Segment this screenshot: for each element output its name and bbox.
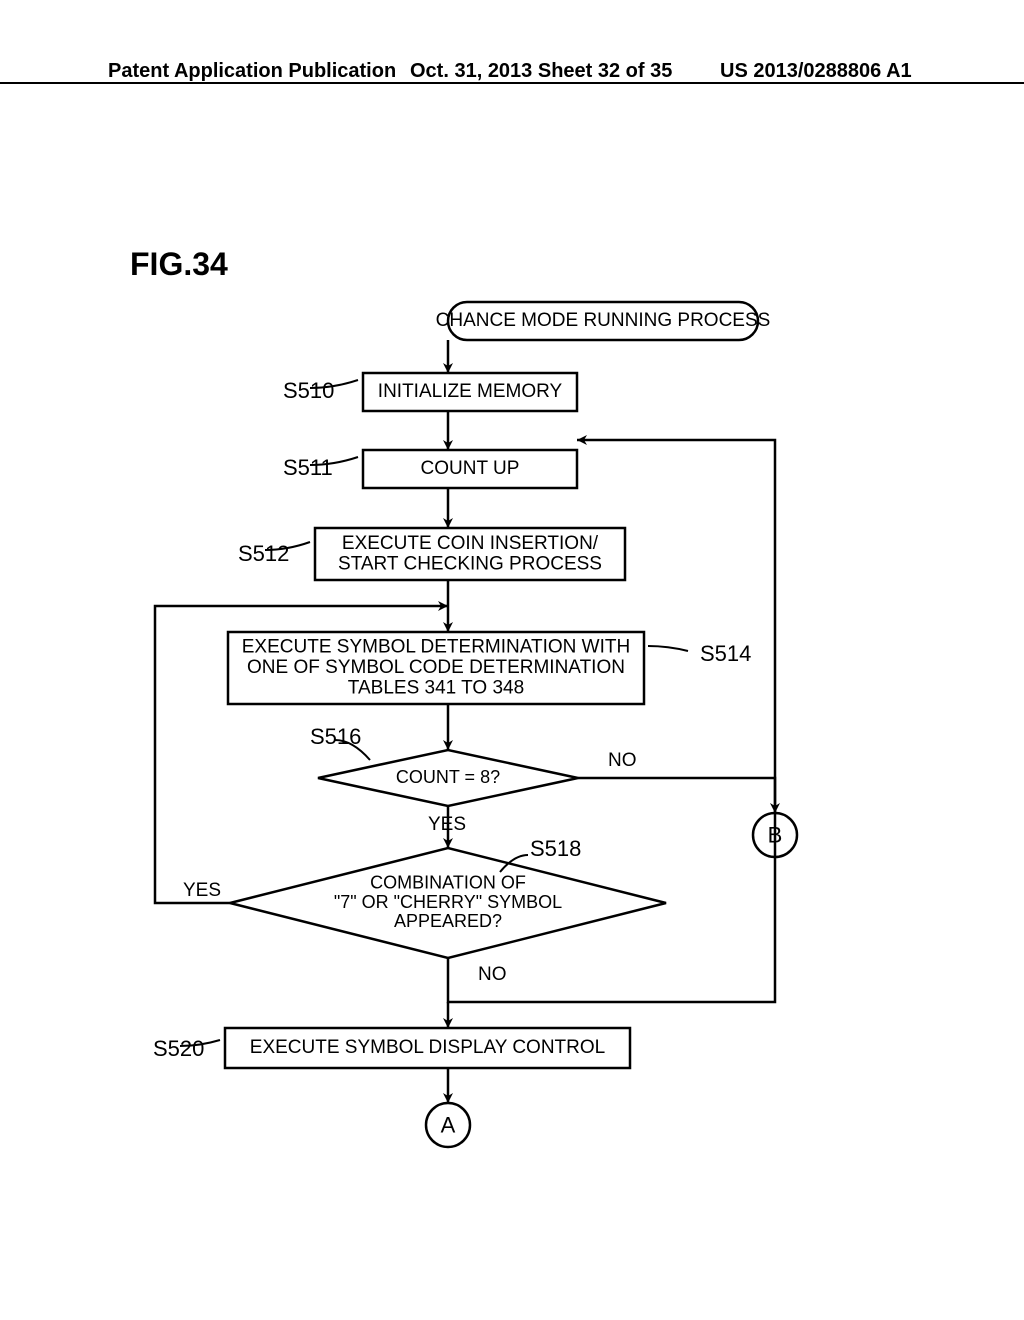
svg-text:S512: S512 [238, 541, 289, 566]
svg-text:EXECUTE SYMBOL DISPLAY CONTROL: EXECUTE SYMBOL DISPLAY CONTROL [250, 1037, 605, 1058]
svg-text:A: A [441, 1113, 456, 1138]
svg-text:INITIALIZE MEMORY: INITIALIZE MEMORY [378, 381, 563, 402]
flowchart-svg: FIG.34 CHANCE MODE RUNNING PROCESS INITIAL… [0, 0, 1024, 1320]
svg-text:TABLES 341 TO 348: TABLES 341 TO 348 [348, 678, 524, 699]
svg-text:S514: S514 [700, 641, 751, 666]
svg-text:COUNT = 8?: COUNT = 8? [396, 767, 500, 787]
svg-text:EXECUTE SYMBOL DETERMINATION W: EXECUTE SYMBOL DETERMINATION WITH [242, 636, 630, 657]
svg-text:CHANCE MODE RUNNING PROCESS: CHANCE MODE RUNNING PROCESS [436, 310, 771, 331]
page: Patent Application Publication Oct. 31, … [0, 0, 1024, 1320]
svg-text:YES: YES [183, 880, 221, 901]
svg-text:S518: S518 [530, 836, 581, 861]
svg-text:FIG.34: FIG.34 [130, 246, 228, 282]
svg-text:APPEARED?: APPEARED? [394, 911, 502, 931]
svg-text:NO: NO [608, 750, 637, 771]
svg-text:EXECUTE COIN INSERTION/: EXECUTE COIN INSERTION/ [342, 533, 599, 554]
svg-text:COMBINATION OF: COMBINATION OF [370, 872, 526, 892]
svg-text:S511: S511 [283, 455, 333, 480]
svg-text:ONE OF SYMBOL CODE DETERMINATI: ONE OF SYMBOL CODE DETERMINATION [247, 657, 625, 678]
svg-text:START CHECKING PROCESS: START CHECKING PROCESS [338, 553, 602, 574]
svg-text:S510: S510 [283, 378, 334, 403]
svg-text:S520: S520 [153, 1036, 204, 1061]
svg-text:COUNT UP: COUNT UP [421, 458, 520, 479]
svg-text:NO: NO [478, 964, 507, 985]
svg-text:"7" OR "CHERRY" SYMBOL: "7" OR "CHERRY" SYMBOL [334, 892, 562, 912]
